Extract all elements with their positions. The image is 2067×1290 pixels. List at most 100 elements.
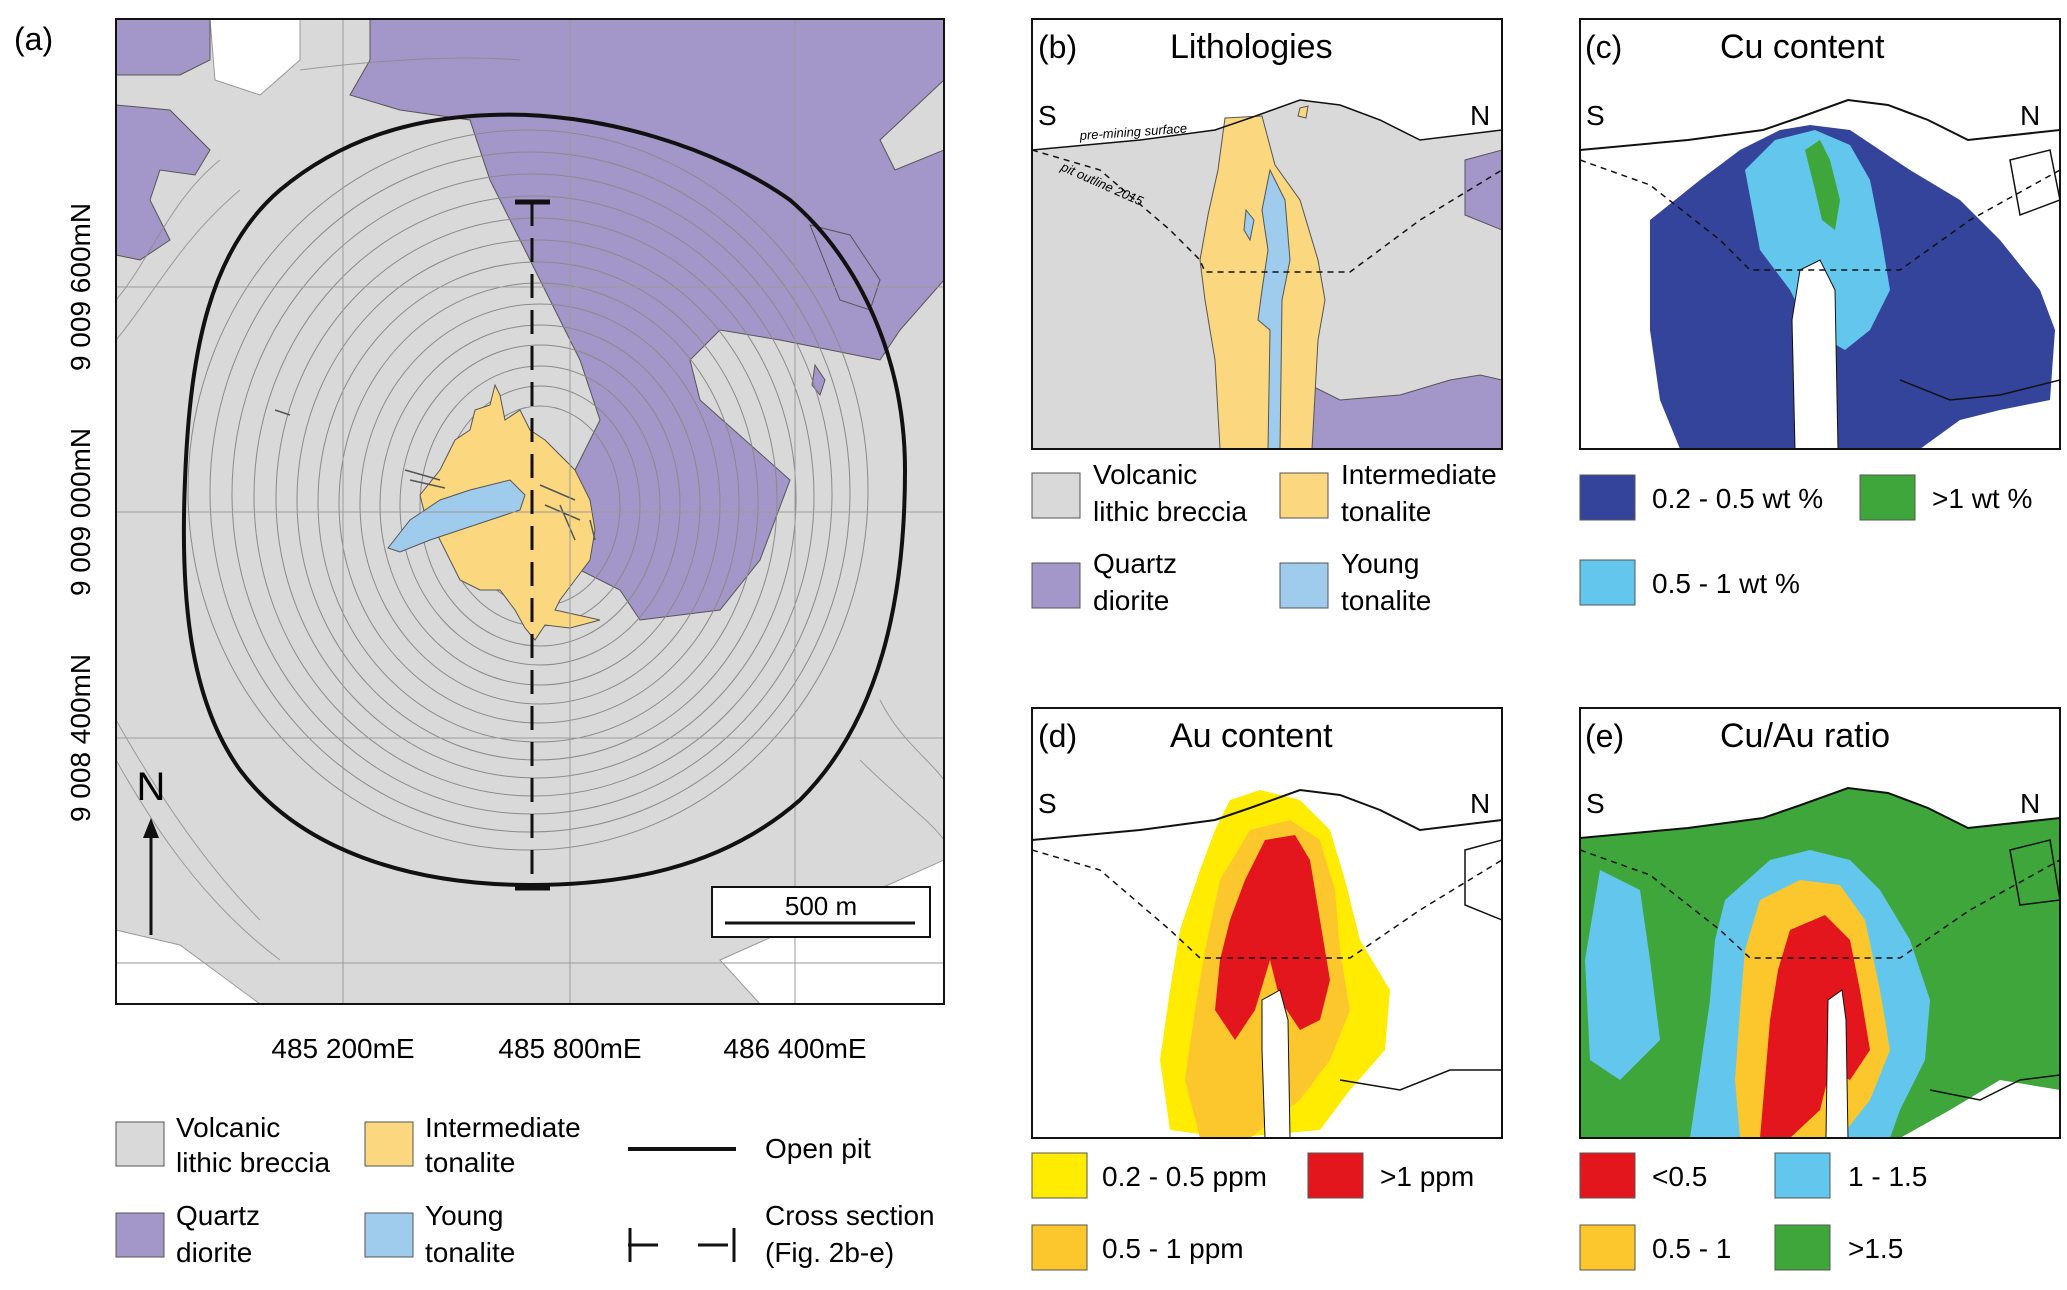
legend-c-low: 0.2 - 0.5 wt %: [1652, 483, 1823, 514]
panel-e-ratio-low: [1760, 915, 1870, 1138]
map-frame: [115, 18, 945, 1005]
legend-e-top: >1.5: [1848, 1233, 1903, 1264]
panel-c-cu-high: [1805, 140, 1840, 230]
open-pit-outline: [181, 112, 908, 888]
legend-a-quartz-2: diorite: [176, 1237, 252, 1268]
legend-a-volcanic-1: Volcanic: [176, 1112, 280, 1143]
panel-c-section: [1580, 19, 2060, 449]
panel-a-label: (a): [14, 21, 53, 57]
legend-d-low: 0.2 - 0.5 ppm: [1102, 1161, 1267, 1192]
legend-b: Volcanic lithic breccia Intermediate ton…: [1031, 459, 1497, 616]
panel-d-frame: [1031, 707, 1503, 1139]
legend-a-open-pit: Open pit: [765, 1133, 871, 1164]
panel-d-barren-core: [1261, 989, 1291, 1138]
panel-d-pit-outline: [1032, 849, 1502, 959]
panel-c-title: Cu content: [1720, 28, 1885, 66]
panel-d-contact: [1339, 1069, 1502, 1091]
unmapped-area-left: [116, 929, 261, 1004]
panel-c-label: (c): [1585, 29, 1622, 65]
legend-b-quartz-1: Quartz: [1093, 548, 1177, 579]
panel-e-barren-core: [1825, 989, 1849, 1138]
panel-b-south: S: [1038, 100, 1057, 131]
panel-b-section: pre-mining surface pit outline 2015: [1032, 19, 1502, 449]
unmapped-area-top: [209, 19, 301, 96]
panel-c-south: S: [1586, 100, 1605, 131]
panel-b-pit-outline: [1032, 149, 1502, 273]
easting-label-3: 486 400mE: [723, 1033, 866, 1064]
panel-b-tonalite-dot: [1297, 105, 1309, 119]
north-arrow-label: N: [137, 765, 166, 809]
panel-c-north: N: [2020, 100, 2040, 131]
panel-b-intermediate: [1199, 115, 1326, 449]
legend-a-cross-section-1: Cross section: [765, 1200, 935, 1231]
panel-c-frame: [1579, 18, 2061, 450]
northing-label-1: 9 009 600mN: [65, 203, 96, 371]
legend-c-mid: 0.5 - 1 wt %: [1652, 568, 1800, 599]
legend-a-cross-section-2: (Fig. 2b-e): [765, 1237, 894, 1268]
legend-a: Volcanic lithic breccia Intermediate ton…: [115, 1112, 935, 1268]
panel-c-cu-mid: [1745, 130, 1890, 350]
legend-d-low-swatch: [1031, 1152, 1088, 1199]
north-arrow-head: [143, 818, 159, 838]
panel-b-title: Lithologies: [1170, 28, 1333, 66]
northing-label-2: 9 009 000mN: [65, 428, 96, 596]
panel-b-label: (b): [1038, 29, 1077, 65]
geologic-map: N 500 m: [116, 19, 944, 1004]
panel-c-quartz-outline: [2009, 149, 2060, 217]
legend-a-quartz-1: Quartz: [176, 1200, 260, 1231]
legend-b-young-2: tonalite: [1341, 585, 1431, 616]
panel-b-quartz-north: [1464, 149, 1502, 231]
legend-c-low-swatch: [1579, 474, 1636, 521]
panel-c-barren-core: [1791, 259, 1839, 449]
legend-a-young-swatch: [364, 1212, 414, 1258]
quartz-diorite-west: [116, 104, 211, 261]
legend-d-high-swatch: [1307, 1152, 1364, 1199]
panel-b-young-small: [1243, 208, 1255, 242]
panel-e-contact: [1929, 1074, 2060, 1101]
panel-c-contact: [1899, 379, 2060, 401]
panel-e-quartz-outline: [2009, 839, 2060, 906]
legend-a-young-2: tonalite: [425, 1237, 515, 1268]
panel-e-ratio-hi-left: [1585, 870, 1660, 1080]
panel-e-north: N: [2020, 788, 2040, 819]
legend-b-volcanic-swatch: [1031, 472, 1081, 519]
panel-d-au-high: [1215, 835, 1330, 1040]
panel-d-surface: [1032, 788, 1502, 841]
panel-e-south: S: [1586, 788, 1605, 819]
legend-e-mid: 0.5 - 1: [1652, 1233, 1731, 1264]
legend-a-young-1: Young: [425, 1200, 503, 1231]
legend-b-intermediate-swatch: [1279, 472, 1329, 519]
legend-b-volcanic-2: lithic breccia: [1093, 496, 1247, 527]
legend-c-mid-swatch: [1579, 559, 1636, 606]
legend-e-low-swatch: [1579, 1152, 1636, 1199]
pit-benches: [187, 129, 869, 851]
legend-a-intermediate-2: tonalite: [425, 1147, 515, 1178]
panel-d-label: (d): [1038, 718, 1077, 754]
panel-d-section: [1032, 708, 1502, 1138]
legend-d-mid: 0.5 - 1 ppm: [1102, 1233, 1244, 1264]
panel-e-surface: [1580, 786, 2060, 839]
legend-e-hi-swatch: [1774, 1152, 1831, 1199]
legend-d: 0.2 - 0.5 ppm >1 ppm 0.5 - 1 ppm: [1031, 1152, 1474, 1271]
legend-c-high: >1 wt %: [1932, 483, 2032, 514]
panel-c-pit-outline: [1580, 159, 2060, 271]
legend-e-hi: 1 - 1.5: [1848, 1161, 1927, 1192]
legend-c-high-swatch: [1859, 474, 1916, 521]
panel-e-frame: [1579, 707, 2061, 1139]
legend-b-young-swatch: [1279, 562, 1329, 609]
legend-a-volcanic-swatch: [115, 1121, 165, 1167]
panel-b-young: [1257, 168, 1291, 449]
legend-a-quartz-swatch: [115, 1212, 165, 1258]
young-tonalite-map: [387, 479, 526, 553]
panel-b-quartz-south: [1299, 374, 1502, 449]
scale-bar-box: [711, 886, 931, 938]
panel-e-title: Cu/Au ratio: [1720, 717, 1890, 755]
northing-label-3: 9 008 400mN: [65, 654, 96, 822]
legend-e: <0.5 1 - 1.5 0.5 - 1 >1.5: [1579, 1152, 1927, 1271]
legend-a-intermediate-1: Intermediate: [425, 1112, 581, 1143]
panel-d-title: Au content: [1170, 717, 1333, 755]
legend-a-volcanic-2: lithic breccia: [176, 1147, 330, 1178]
legend-b-young-1: Young: [1341, 548, 1419, 579]
legend-b-volcanic-1: Volcanic: [1093, 459, 1197, 490]
